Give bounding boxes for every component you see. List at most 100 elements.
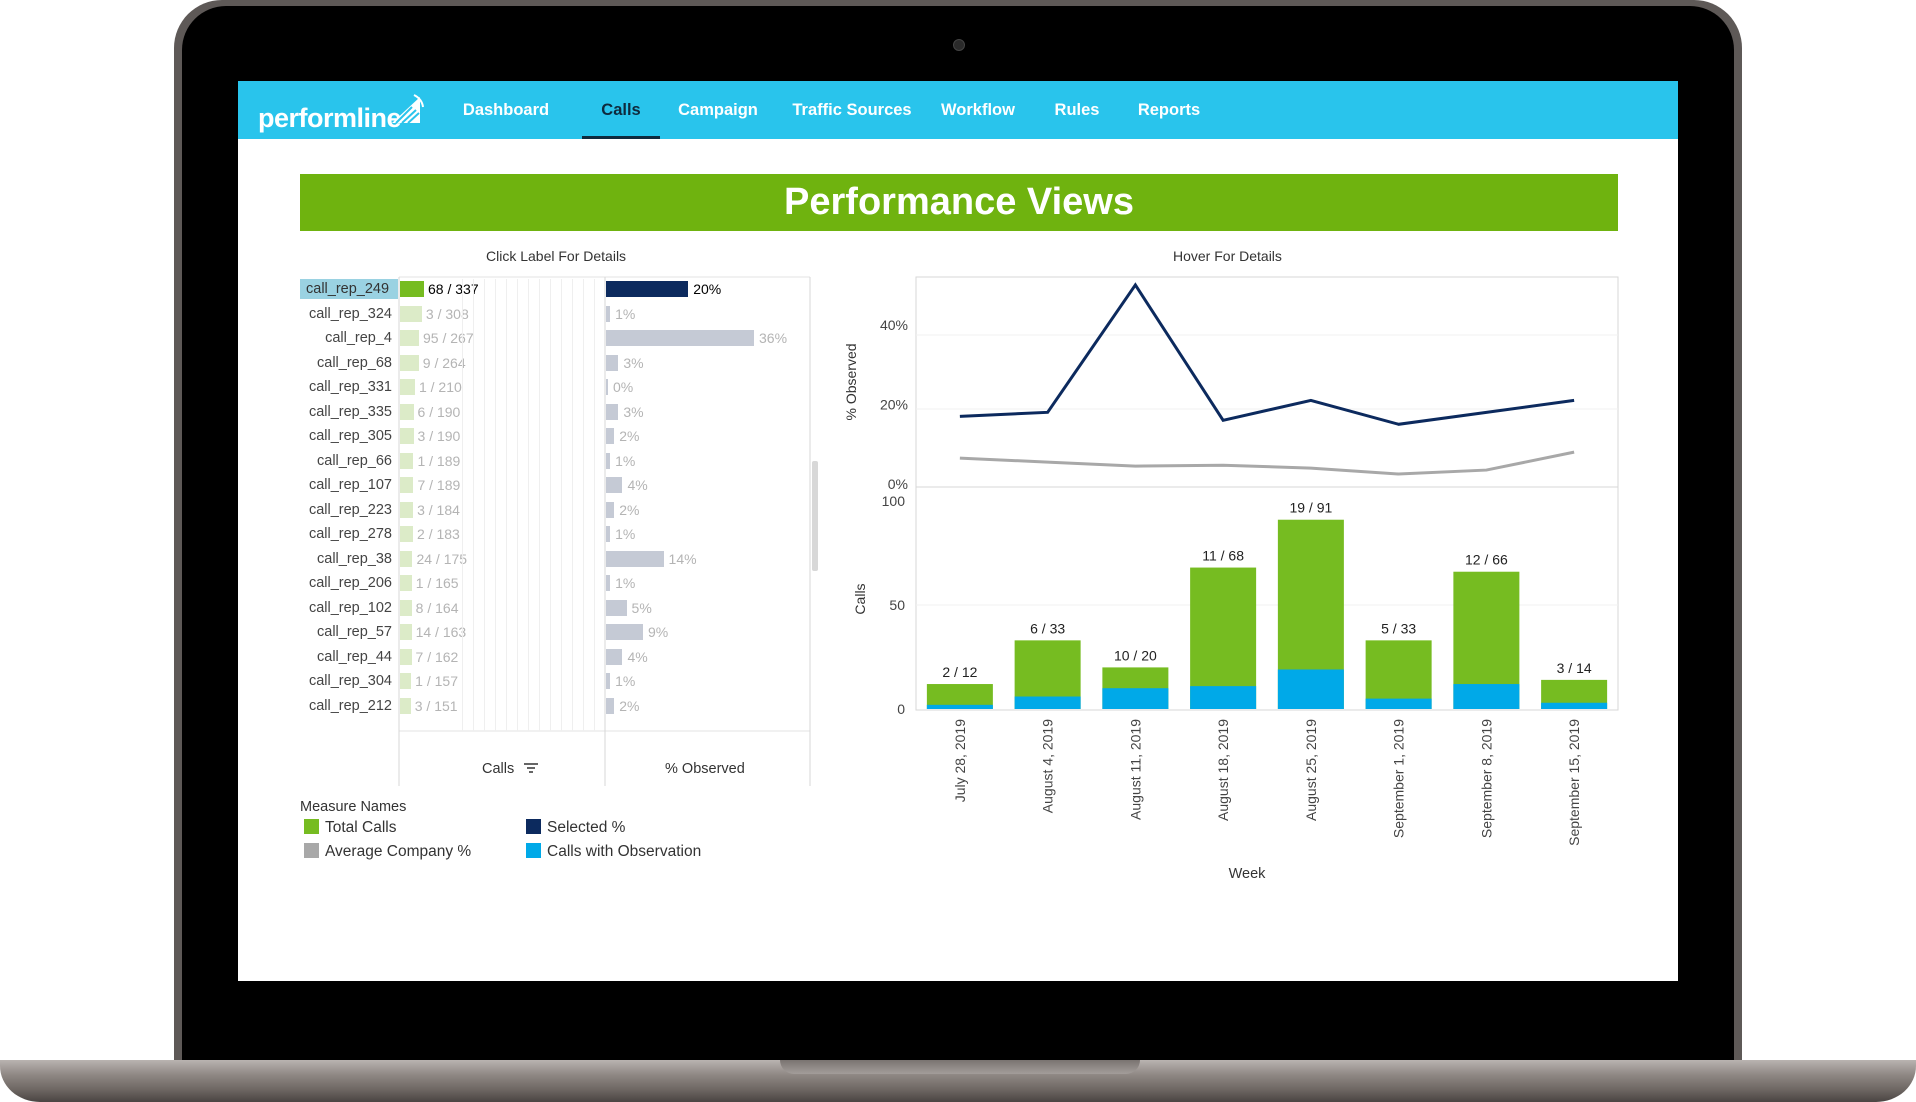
rep-label[interactable]: call_rep_278 [308, 526, 392, 542]
observed-value-label: 4% [627, 477, 648, 493]
rep-label[interactable]: call_rep_206 [308, 575, 392, 591]
rep-label[interactable]: call_rep_107 [308, 477, 392, 493]
rep-label[interactable]: call_rep_4 [325, 330, 392, 346]
rep-label[interactable]: call_rep_68 [317, 354, 392, 371]
x-tick-label: August 4, 2019 [1040, 719, 1056, 813]
line-y-tick-label: 40% [880, 317, 908, 333]
sort-icon[interactable] [524, 762, 539, 774]
laptop-notch [780, 1060, 1140, 1074]
observed-value-label: 2% [619, 501, 640, 518]
observed-bar[interactable] [606, 526, 611, 542]
observed-bar[interactable] [606, 697, 615, 714]
nav-dashboard[interactable]: Dashboard [462, 101, 550, 119]
calls-bar[interactable] [400, 281, 424, 297]
observed-bar[interactable] [606, 501, 615, 518]
calls-value-label: 24 / 175 [416, 550, 468, 567]
legend-item-selected[interactable]: Selected % [526, 819, 625, 837]
calls-gridline [462, 279, 463, 731]
calls-bar[interactable] [400, 354, 419, 371]
bar-chart-frame [915, 486, 1619, 711]
total-calls-bar [1365, 640, 1432, 709]
rep-label[interactable]: call_rep_57 [317, 624, 392, 640]
calls-bar[interactable] [400, 550, 413, 567]
page-title: Performance Views [300, 174, 1618, 231]
observed-bar[interactable] [606, 477, 623, 493]
calls-gridline [583, 279, 584, 731]
calls-value-label: 1 / 157 [415, 673, 458, 689]
rep-label[interactable]: call_rep_66 [317, 452, 392, 469]
observed-bar[interactable] [606, 624, 643, 640]
bar-data-label: 3 / 14 [1557, 660, 1592, 676]
nav-campaign[interactable]: Campaign [678, 101, 758, 119]
observed-value-label: 5% [631, 599, 652, 616]
observed-bar[interactable] [606, 403, 619, 420]
rep-calls-table: call_rep_249 68 / 337 20% call_rep_324 3 / 3… [238, 81, 1678, 981]
rep-label[interactable]: call_rep_331 [308, 379, 392, 395]
rep-label[interactable]: call_rep_102 [308, 599, 392, 616]
calls-bar[interactable] [400, 526, 414, 542]
bar-y-tick-label: 100 [882, 493, 906, 509]
nav-rules[interactable]: Rules [1054, 101, 1100, 119]
calls-bar[interactable] [400, 428, 414, 444]
calls-bar[interactable] [400, 452, 414, 469]
calls-value-label: 14 / 163 [415, 624, 467, 640]
observed-bar[interactable] [606, 305, 611, 322]
calls-bar[interactable] [400, 501, 414, 518]
observed-bar[interactable] [606, 673, 611, 689]
calls-bar[interactable] [400, 575, 412, 591]
rep-label[interactable]: call_rep_335 [308, 403, 392, 420]
rep-label[interactable]: call_rep_44 [317, 648, 392, 665]
calls-value-label: 3 / 184 [417, 501, 460, 518]
observed-bar[interactable] [606, 330, 754, 346]
calls-value-label: 3 / 190 [417, 428, 461, 444]
observed-bar[interactable] [606, 648, 623, 665]
calls-column-label: Calls [482, 761, 515, 777]
legend-label: Total Calls [325, 819, 397, 836]
nav-calls[interactable]: Calls [582, 81, 660, 139]
observed-bar[interactable] [606, 428, 615, 444]
calls-column-header[interactable]: Calls [482, 761, 539, 777]
observed-value-label: 2% [619, 697, 640, 714]
observed-value-label: 1% [615, 305, 636, 322]
legend-item-calls-with-observation[interactable]: Calls with Observation [526, 843, 701, 861]
nav-workflow[interactable]: Workflow [941, 101, 1015, 119]
observed-bar[interactable] [606, 599, 627, 616]
bar-data-label: 19 / 91 [1289, 500, 1332, 516]
observed-bar[interactable] [606, 452, 611, 469]
table-scrollbar[interactable] [812, 461, 818, 571]
top-nav: performline Dashboard Calls Campaign Tra… [238, 81, 1678, 139]
observed-column-header[interactable]: % Observed [665, 761, 745, 777]
rep-label[interactable]: call_rep_324 [308, 305, 392, 322]
rep-label[interactable]: call_rep_38 [317, 550, 392, 567]
calls-value-label: 1 / 189 [417, 452, 461, 469]
observed-bar[interactable] [606, 575, 611, 591]
legend-item-average-company[interactable]: Average Company % [304, 843, 471, 861]
nav-reports[interactable]: Reports [1137, 101, 1201, 119]
calls-bar[interactable] [400, 305, 422, 322]
rep-label[interactable]: call_rep_304 [308, 673, 392, 689]
rep-label[interactable]: call_rep_305 [308, 428, 392, 444]
calls-bar[interactable] [400, 403, 414, 420]
rep-label[interactable]: call_rep_212 [308, 697, 392, 714]
calls-bar[interactable] [400, 330, 419, 346]
observed-bar[interactable] [606, 379, 608, 395]
rep-label[interactable]: call_rep_223 [308, 501, 392, 518]
observed-bar[interactable] [606, 281, 689, 297]
calls-bar[interactable] [400, 648, 412, 665]
calls-bar[interactable] [400, 477, 414, 493]
calls-bar[interactable] [400, 599, 412, 616]
legend-swatch [526, 819, 541, 834]
calls-bar[interactable] [400, 379, 415, 395]
observed-bar[interactable] [606, 354, 619, 371]
observed-bar[interactable] [606, 550, 664, 567]
nav-traffic-sources[interactable]: Traffic Sources [792, 101, 912, 119]
calls-with-observation-bar [1190, 686, 1257, 709]
legend-item-total-calls[interactable]: Total Calls [304, 819, 397, 837]
x-axis-title: Week [1229, 866, 1267, 882]
calls-bar[interactable] [400, 624, 412, 640]
calls-bar[interactable] [400, 673, 412, 689]
calls-bar[interactable] [400, 697, 411, 714]
bar-y-tick-label: 0 [897, 701, 905, 717]
rep-label[interactable]: call_rep_249 [300, 279, 398, 299]
line-y-axis-title: % Observed [843, 343, 859, 420]
